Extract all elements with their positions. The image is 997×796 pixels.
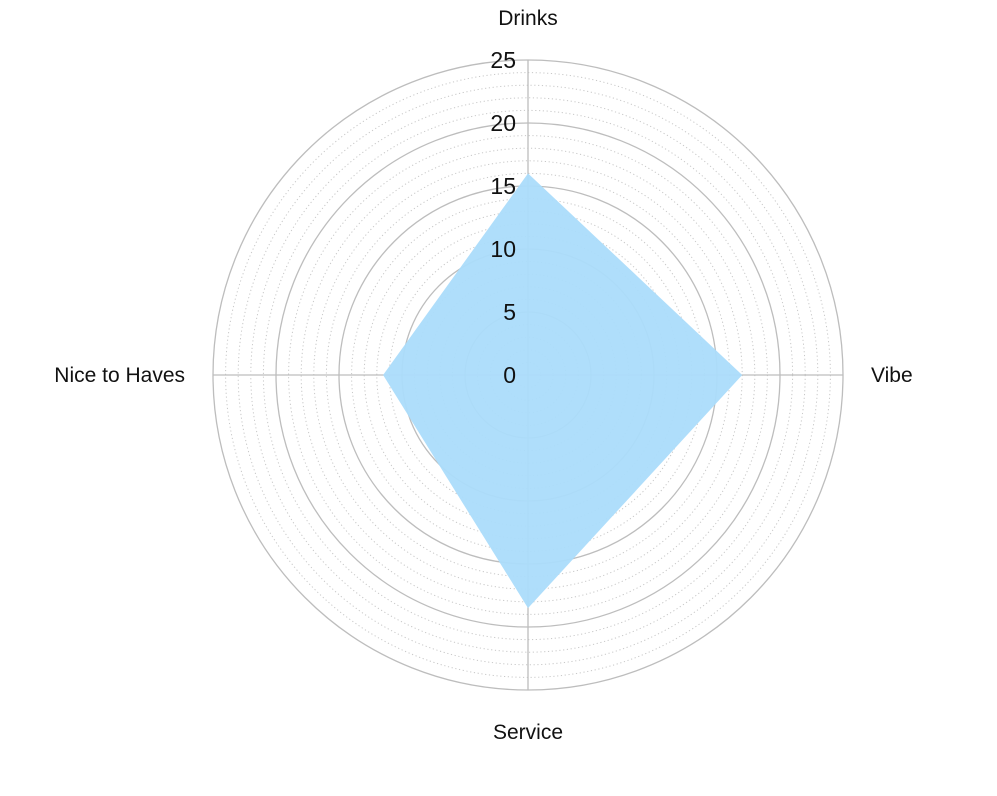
axis-label-drinks: Drinks (498, 7, 558, 30)
radial-tick-label: 10 (490, 236, 516, 262)
radial-tick-label: 25 (490, 47, 516, 73)
radial-tick-label: 5 (503, 299, 516, 325)
radial-tick-labels: 0 5 10 15 20 25 (490, 47, 516, 388)
radial-tick-label: 20 (490, 110, 516, 136)
radar-series-polygon (383, 173, 743, 609)
axis-label-service: Service (493, 721, 563, 744)
radial-tick-label: 0 (503, 362, 516, 388)
axis-label-nice-to-haves: Nice to Haves (54, 364, 185, 387)
radar-axis-labels: Drinks Vibe Service Nice to Haves (54, 7, 912, 744)
axis-label-vibe: Vibe (871, 364, 913, 387)
radial-tick-label: 15 (490, 173, 516, 199)
radar-series-layer (383, 173, 743, 609)
